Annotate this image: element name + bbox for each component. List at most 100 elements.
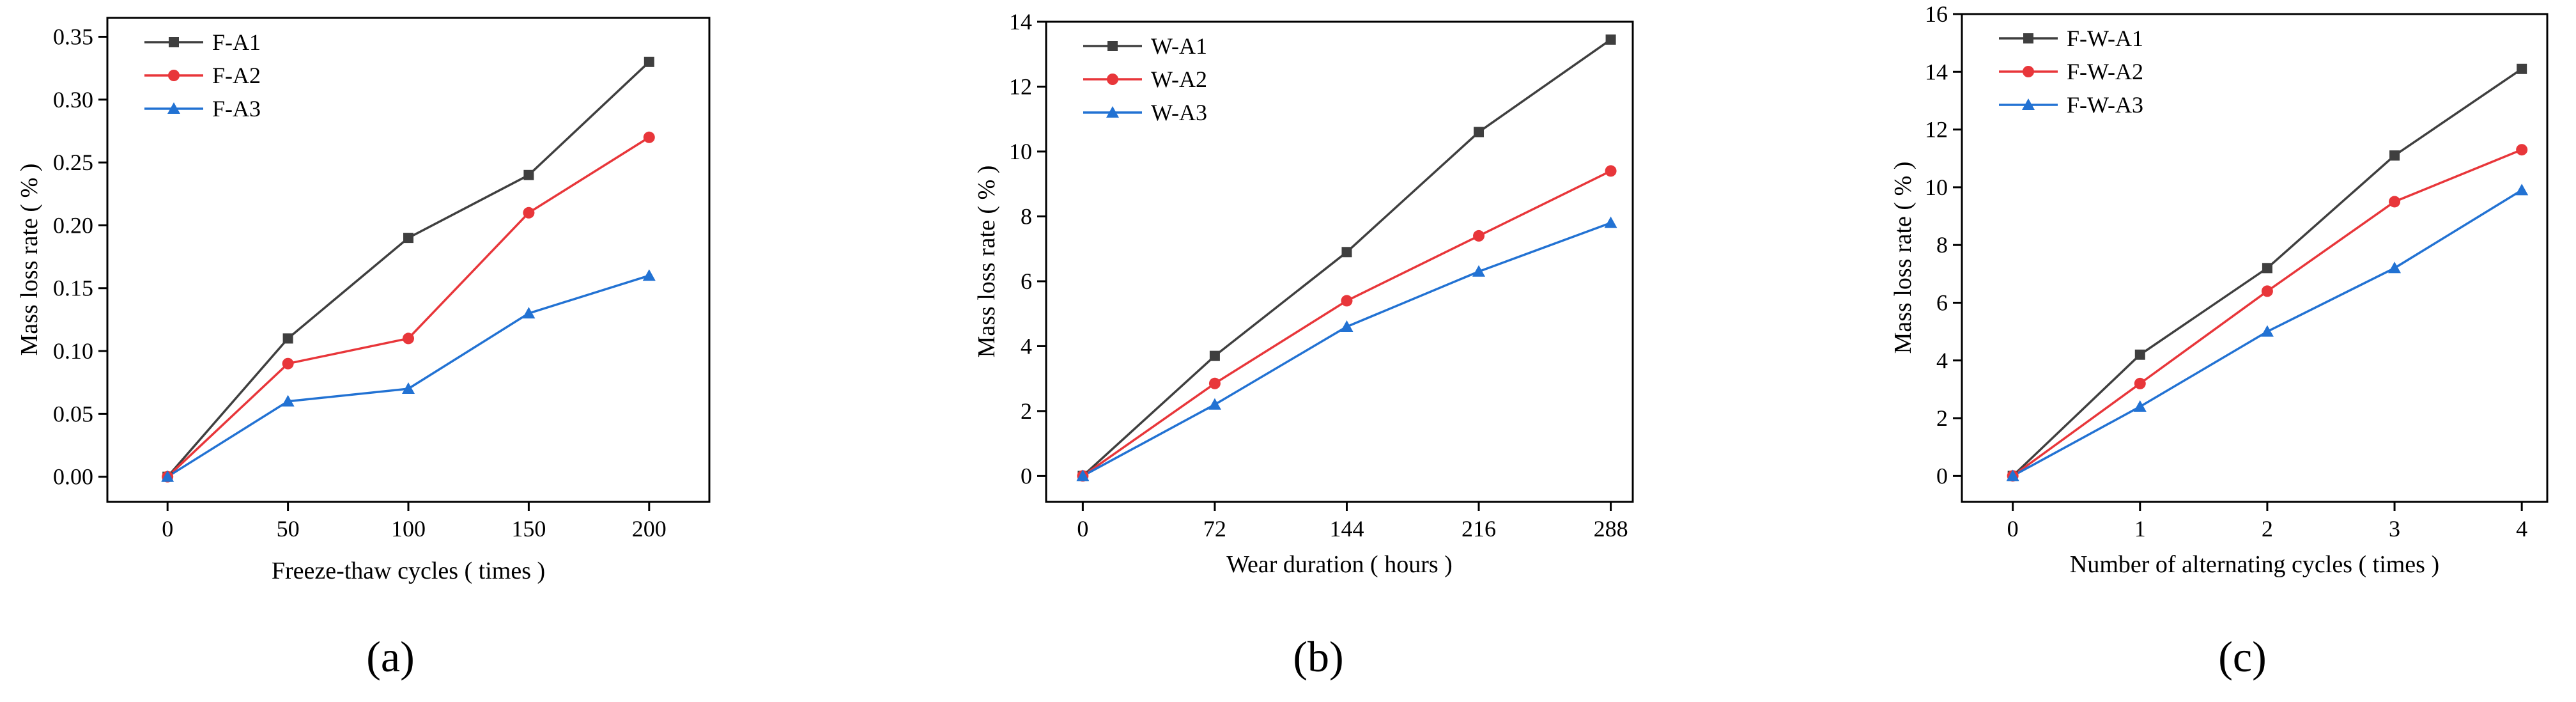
panel-c-y-tick-label: 0	[1936, 463, 1948, 488]
panel-c-x-tick-label: 1	[2134, 516, 2146, 542]
panel-c-y-tick-label: 8	[1936, 232, 1948, 258]
panel-a-y-tick-label: 0.25	[53, 150, 93, 175]
panel-a-y-tick-label: 0.35	[53, 24, 93, 49]
panel-b-lines	[1076, 34, 1617, 482]
panel-c-data-point	[2389, 150, 2400, 161]
panel-a-y-tick-label: 0.30	[53, 87, 93, 113]
panel-a-x-tick-label: 100	[391, 516, 426, 542]
panel-a-data-point	[643, 131, 655, 143]
panel-a-series-line-3	[167, 274, 650, 478]
panel-b-data-point	[1605, 165, 1617, 177]
panel-b-legend-marker	[1107, 74, 1118, 85]
panel-a-x-axis-title: Freeze-thaw cycles ( times )	[272, 558, 545, 584]
panel-b-y-tick-label: 4	[1021, 333, 1032, 359]
panel-a-y-tick-label: 0.20	[53, 212, 93, 238]
panel-a-legend: F-A1 F-A2 F-A3	[144, 29, 261, 121]
panel-a-legend-label: F-A2	[212, 63, 261, 88]
panel-b-series-line-3	[1082, 221, 1612, 477]
panel-a-x-tick-label: 200	[632, 516, 667, 542]
panel-a-legend-marker	[168, 70, 180, 81]
panel-a-data-point	[282, 333, 293, 344]
panel-b-legend-label: W-A2	[1151, 66, 1207, 92]
panel-a-legend-label: F-A3	[212, 96, 261, 121]
panel-b-y-axis-title: Mass loss rate ( % )	[973, 166, 1000, 358]
panel-a-data-point	[282, 357, 294, 370]
panel-c-y-tick-label: 14	[1925, 59, 1948, 84]
panel-a-legend-marker	[169, 37, 179, 47]
panel-c-data-point	[2262, 263, 2272, 274]
panel-b-y-tick-label: 10	[1009, 139, 1032, 164]
panel-b-label: (b)	[1293, 632, 1343, 681]
panel-a-data-point	[523, 169, 534, 180]
panel-a-data-point	[642, 269, 656, 281]
panel-a-y-tick-label: 0.00	[53, 464, 93, 490]
panel-b-legend-marker	[1107, 41, 1118, 51]
panel-c-plot-frame	[1961, 13, 2549, 503]
panel-a-x-tick-label: 150	[511, 516, 546, 542]
panel-c-y-tick-label: 4	[1936, 348, 1948, 373]
panel-a: 0 50 100 150 200 0.00 0.05 0.10 0.15 0.20 0.25 0.30…	[16, 17, 711, 681]
panel-a-y-axis-title: Mass loss rate ( % )	[16, 164, 43, 356]
panel-c-legend-label: F-W-A2	[2067, 59, 2143, 84]
panel-b-data-point	[1209, 350, 1220, 361]
panel-b-data-point	[1472, 265, 1486, 277]
panel-c-series-line-2	[2012, 148, 2522, 477]
panel-b-data-point	[1473, 230, 1485, 242]
panel-c-y-axis-title: Mass loss rate ( % )	[1890, 162, 1917, 354]
panel-a-y-tick-label: 0.15	[53, 276, 93, 301]
panel-a-y-tick-label: 0.10	[53, 338, 93, 364]
panel-c-legend-marker	[2022, 98, 2035, 110]
panel-a-ticks: 0 50 100 150 200 0.00 0.05 0.10 0.15 0.20 0.25 0.30…	[53, 24, 667, 542]
panel-b-y-tick-label: 0	[1021, 463, 1032, 488]
panel-b-data-point	[1604, 216, 1617, 228]
panel-c-legend: F-W-A1 F-W-A2 F-W-A3	[1999, 26, 2143, 118]
panel-c-x-tick-label: 3	[2389, 516, 2400, 542]
panel-c-data-point	[2261, 285, 2273, 297]
panel-c-data-point	[2134, 349, 2145, 360]
panel-b-data-point	[1208, 398, 1221, 410]
panel-c-data-point	[2133, 400, 2147, 412]
panel-a-series-line-2	[167, 136, 650, 478]
panel-c-data-point	[2389, 196, 2401, 208]
panel-b-data-point	[1341, 247, 1352, 258]
panel-b-y-tick-label: 8	[1021, 203, 1032, 229]
panel-c-y-tick-label: 12	[1925, 117, 1948, 143]
panel-c-legend-marker	[2023, 66, 2034, 77]
panel-b-x-tick-label: 144	[1329, 516, 1364, 542]
panel-b-plot-frame	[1045, 20, 1634, 503]
panel-a-label: (a)	[366, 632, 414, 681]
panel-a-x-tick-label: 0	[162, 516, 173, 542]
panel-c-legend-label: F-W-A3	[2067, 92, 2143, 118]
panel-b-data-point	[1474, 127, 1485, 137]
panel-b-ticks: 0 72 144 216 288 0 2 4 6 8 10 12 14	[1009, 9, 1628, 542]
panel-a-data-point	[403, 332, 414, 345]
panel-c-lines	[2006, 63, 2529, 482]
panel-c-legend-label: F-W-A1	[2067, 26, 2143, 51]
panel-c-y-tick-label: 6	[1936, 290, 1948, 315]
panel-b-x-axis-title: Wear duration ( hours )	[1226, 551, 1453, 578]
panel-a-lines	[161, 56, 656, 483]
panel-c-data-point	[2134, 377, 2146, 389]
panel-c-x-tick-label: 4	[2516, 516, 2527, 542]
panel-c-data-point	[2516, 144, 2528, 156]
panel-c-x-tick-label: 0	[2007, 516, 2019, 542]
panel-b: 0 72 144 216 288 0 2 4 6 8 10 12 14 W-A1 W-A2 W-A3 Wea…	[973, 9, 1634, 681]
panel-b-y-tick-label: 14	[1009, 9, 1032, 35]
panel-a-data-point	[161, 470, 174, 482]
panel-c-data-point	[2260, 325, 2274, 337]
panel-b-legend-marker	[1106, 106, 1119, 118]
panel-b-data-point	[1208, 377, 1221, 389]
panel-a-y-tick-label: 0.05	[53, 401, 93, 426]
panel-c-data-point	[2388, 261, 2402, 274]
panel-a-data-point	[522, 307, 536, 319]
panel-a-data-point	[523, 207, 535, 219]
panel-c-data-point	[2517, 63, 2527, 74]
panel-b-legend-label: W-A3	[1151, 100, 1207, 125]
panel-b-legend: W-A1 W-A2 W-A3	[1083, 33, 1207, 125]
panel-c-label: (c)	[2218, 632, 2266, 681]
panel-b-x-tick-label: 288	[1594, 516, 1628, 542]
panel-b-legend-label: W-A1	[1151, 33, 1207, 59]
